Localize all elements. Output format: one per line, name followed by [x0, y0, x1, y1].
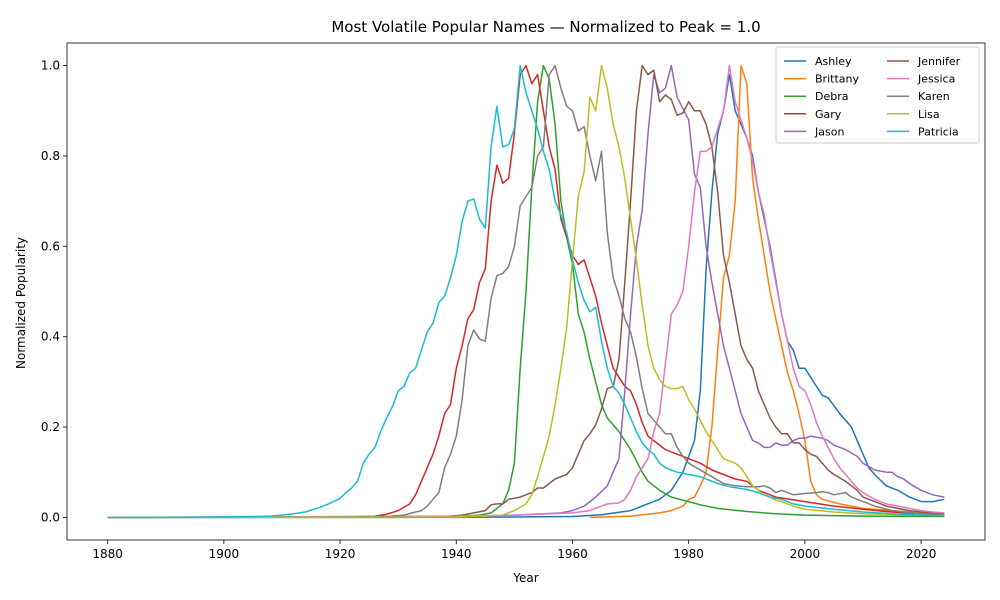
x-tick-label: 1960 — [557, 547, 588, 561]
x-tick-label: 1980 — [673, 547, 704, 561]
y-tick-label: 0.2 — [41, 420, 60, 434]
legend-label-patricia: Patricia — [918, 125, 959, 138]
legend-label-karen: Karen — [918, 90, 950, 103]
x-tick-label: 2020 — [906, 547, 937, 561]
legend-label-jessica: Jessica — [917, 73, 955, 86]
legend-label-ashley: Ashley — [815, 55, 852, 68]
legend-label-lisa: Lisa — [918, 108, 940, 121]
x-tick-label: 1880 — [92, 547, 123, 561]
y-tick-label: 1.0 — [41, 59, 60, 73]
series-line-jason — [107, 64, 945, 519]
x-tick-label: 1920 — [325, 547, 356, 561]
y-tick-label: 0.0 — [41, 510, 60, 524]
legend-box — [775, 46, 980, 144]
legend-label-jason: Jason — [814, 125, 844, 138]
y-tick-label: 0.6 — [41, 239, 60, 253]
x-tick-label: 2000 — [790, 547, 821, 561]
plot-area — [107, 64, 945, 519]
series-line-karen — [107, 64, 945, 519]
chart-title: Most Volatile Popular Names — Normalized… — [331, 18, 760, 36]
series-line-debra — [107, 64, 945, 519]
plot-frame — [66, 42, 986, 541]
y-tick-label: 0.4 — [41, 330, 60, 344]
x-tick-label: 1940 — [441, 547, 472, 561]
series-line-brittany — [589, 64, 945, 519]
legend-label-jennifer: Jennifer — [917, 55, 961, 68]
series-line-patricia — [107, 64, 945, 519]
legend: Ashley Brittany Debra Gary Jason Jennifer Jess… — [775, 46, 980, 144]
legend-label-debra: Debra — [815, 90, 848, 103]
legend-label-brittany: Brittany — [815, 73, 859, 86]
y-axis: 0.0 0.2 0.4 0.6 0.8 1.0 — [41, 59, 67, 524]
y-tick-label: 0.8 — [41, 149, 60, 163]
series-line-jessica — [107, 64, 945, 519]
x-axis-label: Year — [512, 571, 538, 585]
y-axis-label: Normalized Popularity — [14, 237, 28, 369]
legend-label-gary: Gary — [815, 108, 842, 121]
x-tick-label: 1900 — [209, 547, 240, 561]
x-axis: 1880 1900 1920 1940 1960 1980 2000 2020 — [92, 540, 936, 561]
series-line-gary — [107, 64, 945, 519]
